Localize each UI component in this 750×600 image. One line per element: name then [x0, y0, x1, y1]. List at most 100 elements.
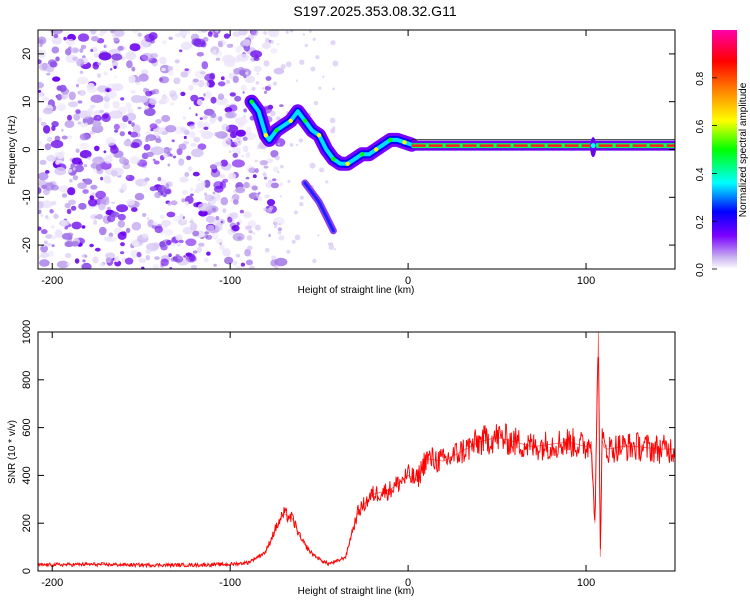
noise-blob [294, 234, 301, 241]
noise-blob [197, 143, 207, 150]
noise-blob [120, 251, 125, 255]
noise-blob [312, 258, 317, 264]
noise-blob [245, 126, 252, 135]
noise-blob [72, 167, 76, 171]
noise-blob [232, 260, 238, 266]
noise-blob [39, 39, 44, 44]
noise-blob [147, 137, 151, 141]
track-point [331, 156, 336, 162]
noise-blob [145, 249, 152, 254]
colorbar-tick-label: 0.0 [695, 263, 706, 277]
noise-blob [183, 135, 187, 140]
noise-blob [214, 161, 222, 167]
noise-blob [222, 99, 226, 103]
noise-blob [248, 230, 253, 234]
noise-blob [226, 43, 234, 49]
noise-blob [134, 192, 145, 201]
noise-blob [158, 99, 167, 105]
noise-blob [113, 123, 120, 131]
noise-blob [247, 245, 253, 251]
noise-blob [149, 186, 157, 192]
noise-blob [38, 172, 49, 181]
noise-blob [63, 36, 67, 41]
noise-blob [161, 130, 169, 136]
noise-blob [87, 156, 91, 160]
noise-blob [51, 201, 57, 206]
branch-core [303, 181, 335, 233]
noise-blob [110, 30, 116, 34]
noise-blob [231, 159, 245, 168]
noise-blob [94, 145, 100, 152]
noise-blob [256, 72, 259, 75]
noise-blob [86, 82, 95, 90]
y-tick-label: 1000 [21, 320, 33, 344]
noise-blob [214, 30, 219, 33]
noise-blob [154, 191, 162, 199]
noise-blob [159, 241, 166, 248]
noise-blob [206, 224, 215, 233]
noise-blob [146, 242, 159, 252]
noise-blob [257, 195, 262, 200]
noise-blob [287, 180, 291, 183]
noise-blob [90, 184, 98, 190]
noise-blob [44, 143, 52, 151]
colorbar-tick-label: 0.8 [695, 71, 706, 85]
snr-frame [37, 331, 676, 572]
noise-blob [191, 148, 204, 158]
noise-blob [161, 219, 172, 227]
noise-blob [267, 30, 280, 38]
noise-blob [197, 120, 204, 129]
noise-blob [145, 255, 151, 261]
track-point [274, 128, 279, 133]
noise-blob [193, 38, 206, 48]
noise-blob [252, 231, 256, 236]
noise-blob [167, 163, 171, 167]
noise-blob [79, 48, 84, 53]
spectrogram-y-label: Frequency (Hz) [7, 116, 18, 185]
noise-blob [223, 33, 230, 39]
noise-blob [96, 213, 103, 220]
noise-blob [270, 150, 279, 158]
noise-blob [217, 81, 226, 87]
noise-blob [59, 150, 65, 157]
noise-blob [209, 72, 216, 80]
noise-blob [126, 60, 133, 69]
noise-blob [166, 239, 172, 246]
noise-blob [174, 255, 184, 263]
snr-y-label: SNR (10 * v/v) [7, 420, 18, 484]
noise-blob [144, 105, 149, 110]
noise-blob [78, 90, 85, 96]
noise-blob [92, 120, 102, 128]
noise-blob [220, 76, 225, 81]
noise-blob [255, 81, 260, 85]
noise-blob [103, 155, 113, 164]
x-tick-label: 0 [405, 275, 411, 287]
noise-blob [207, 31, 213, 37]
noise-blob [167, 65, 174, 72]
noise-blob [164, 188, 172, 195]
noise-blob [91, 46, 98, 53]
noise-blob [77, 161, 84, 166]
noise-blob [100, 176, 104, 181]
noise-blob [64, 202, 71, 209]
noise-blob [180, 71, 189, 78]
noise-blob [81, 262, 92, 269]
noise-blob [270, 259, 278, 267]
noise-blob [61, 128, 64, 132]
noise-blob [98, 262, 105, 267]
noise-blob [285, 61, 292, 68]
noise-blob [179, 214, 184, 220]
noise-blob [180, 91, 186, 97]
x-tick-label: -100 [219, 275, 241, 287]
noise-blob [90, 94, 104, 104]
noise-blob [143, 144, 151, 151]
noise-blob [272, 81, 277, 86]
noise-blob [212, 49, 217, 55]
noise-blob [66, 208, 72, 215]
noise-blob [114, 129, 119, 133]
noise-blob [235, 265, 242, 269]
noise-blob [127, 108, 134, 114]
noise-blob [298, 138, 304, 143]
